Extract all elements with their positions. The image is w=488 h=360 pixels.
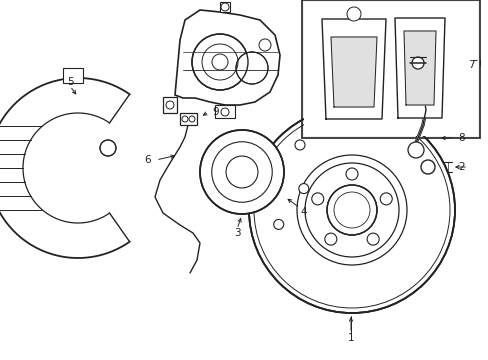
Polygon shape <box>63 68 83 83</box>
Circle shape <box>298 184 308 194</box>
Circle shape <box>411 57 423 69</box>
Circle shape <box>420 160 434 174</box>
Circle shape <box>192 34 247 90</box>
Polygon shape <box>180 113 197 125</box>
Polygon shape <box>321 19 385 119</box>
Text: 8: 8 <box>458 133 465 143</box>
Circle shape <box>221 3 228 11</box>
Circle shape <box>326 185 376 235</box>
Circle shape <box>221 108 228 116</box>
Circle shape <box>273 220 283 229</box>
Bar <box>302 0 479 138</box>
Text: 7: 7 <box>467 60 473 70</box>
Circle shape <box>236 52 267 84</box>
Text: 5: 5 <box>66 77 73 87</box>
Text: 3: 3 <box>233 228 240 238</box>
Polygon shape <box>163 97 177 113</box>
Circle shape <box>165 101 174 109</box>
Circle shape <box>311 193 323 205</box>
Polygon shape <box>0 78 129 258</box>
Circle shape <box>407 142 423 158</box>
Bar <box>304 2 477 136</box>
Circle shape <box>259 39 270 51</box>
Polygon shape <box>175 10 280 105</box>
Circle shape <box>346 7 360 21</box>
Circle shape <box>324 233 336 245</box>
Circle shape <box>100 140 116 156</box>
Circle shape <box>346 168 357 180</box>
Text: 6: 6 <box>144 155 151 165</box>
Circle shape <box>294 140 305 150</box>
Polygon shape <box>220 2 229 12</box>
Circle shape <box>366 233 378 245</box>
Polygon shape <box>330 37 376 107</box>
Text: 1: 1 <box>347 333 354 343</box>
Circle shape <box>248 107 454 313</box>
Text: 2: 2 <box>458 162 465 172</box>
Text: 4: 4 <box>300 207 306 217</box>
Polygon shape <box>215 105 235 118</box>
Circle shape <box>380 193 391 205</box>
Polygon shape <box>403 31 435 105</box>
Circle shape <box>182 116 187 122</box>
Circle shape <box>200 130 284 214</box>
Text: 9: 9 <box>212 107 219 117</box>
Circle shape <box>189 116 195 122</box>
Polygon shape <box>394 18 444 118</box>
